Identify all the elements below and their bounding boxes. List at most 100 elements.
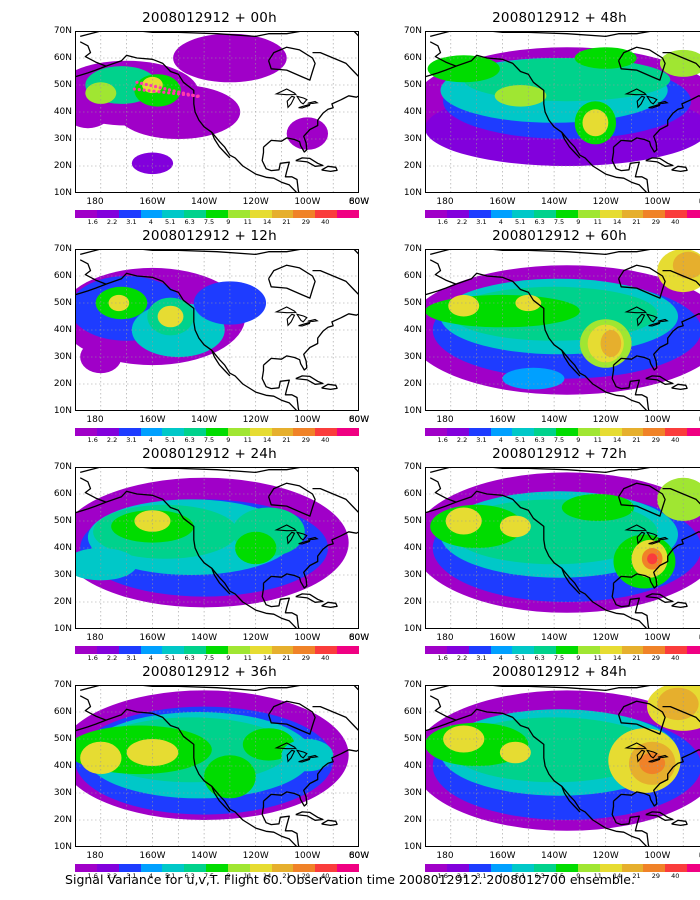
lon-tick-label: 60W [348,633,370,643]
variance-contour [157,305,184,328]
coastline [79,259,298,411]
coastline [75,501,107,514]
coastline [613,531,700,589]
coastline [312,51,359,78]
colorbar-swatch [512,646,535,654]
lon-tick-label: 140W [541,633,568,643]
variance-map [75,467,359,629]
colorbar [75,646,359,654]
lon-tick-label: 120W [242,197,269,207]
coastline [613,313,700,371]
lat-tick-label: 50N [53,516,72,526]
colorbar-swatch [315,646,338,654]
lon-tick-label: 140W [191,415,218,425]
variance-map [425,249,700,411]
lon-tick-label: 100W [644,851,671,861]
colorbar-swatch [271,428,294,436]
lake-outline [307,536,319,540]
flight-track-point [191,93,195,98]
lat-tick-label: 10N [403,624,422,634]
lat-tick-label: 40N [53,325,72,335]
lake-outline [295,313,308,323]
colorbar-swatch [337,428,359,436]
lat-tick-label: 10N [53,406,72,416]
lake-outline [286,313,296,327]
lon-tick-label: 80W [699,416,700,425]
colorbar-label: 29 [301,654,311,662]
colorbar-swatch [556,428,578,436]
lon-tick-label: 60W [699,852,700,861]
colorbar-label: 1.6 [87,436,98,444]
colorbar-swatch [446,428,469,436]
lake-outline [274,306,297,314]
colorbar-swatch [162,864,185,872]
colorbar-label: 9 [576,872,581,880]
coastline [267,46,316,81]
colorbar-swatch [206,428,228,436]
colorbar-label: 6.3 [184,654,195,662]
colorbar-swatch [665,864,688,872]
coastline [312,705,359,732]
lake-outline [286,95,296,109]
coastline [611,365,650,411]
coastline [263,749,359,807]
map-panel: 2008012912 + 36h 70N 60N 50N 40N 30N 20N 10N 180… [42,662,377,880]
lake-outline [645,95,658,105]
coastline [425,719,457,732]
variance-contour [515,294,542,312]
colorbar-label: 7.5 [203,654,215,662]
colorbar-swatch [643,864,666,872]
lon-tick-label: 140W [541,415,568,425]
variance-contour [445,507,482,535]
colorbar-swatch [227,864,250,872]
variance-contour [173,33,287,83]
lat-tick-label: 50N [403,298,422,308]
lake-outline [307,100,319,104]
lat-tick-label: 30N [403,788,422,798]
map-frame [75,467,359,629]
colorbar-label: 40 [321,436,330,444]
colorbar-swatch [599,210,622,218]
coastline [321,819,338,827]
colorbar-swatch [621,428,644,436]
colorbar-swatch [534,210,557,218]
map-panel: 2008012912 + 24h 70N 60N 50N 40N 30N 20N 10N 180… [42,444,377,662]
colorbar-label: 6.3 [534,218,545,226]
coastline [617,264,666,299]
lat-tick-label: 10N [53,842,72,852]
colorbar-swatch [271,864,294,872]
flight-track-point [153,85,158,89]
colorbar-swatch [621,210,644,218]
colorbar-label: 14 [263,872,272,880]
colorbar-swatch [687,428,700,436]
lon-tick-label: 60W [348,851,370,861]
colorbar-label: 2.2 [456,436,468,444]
colorbar-label: 2.2 [456,218,468,226]
coastline [611,801,650,847]
lat-tick-label: 40N [53,761,72,771]
colorbar-label: 2.2 [106,654,118,662]
lat-tick-label: 10N [53,188,72,198]
colorbar-label: 1.6 [87,218,98,226]
lon-tick-label: 120W [242,415,269,425]
map-frame [425,249,700,411]
colorbar-label: 21 [632,872,641,880]
flight-track-point [181,92,186,97]
colorbar-label: 40 [321,654,330,662]
colorbar-label: 7.5 [553,436,565,444]
lon-tick-label: 60W [699,198,700,207]
lat-tick-label: 20N [53,597,72,607]
lat-tick-label: 60N [403,707,422,717]
map-frame [75,249,359,411]
lon-tick-label: 100W [294,415,321,425]
colorbar-swatch [96,210,119,218]
colorbar-swatch [96,864,119,872]
colorbar-label: 14 [613,436,622,444]
colorbar-swatch [534,428,557,436]
variance-map [75,685,359,847]
coastline [617,700,666,735]
map-panel: 2008012912 + 12h 70N 60N 50N 40N 30N 20N 10N 180… [42,226,377,444]
coastline [261,147,300,193]
coastline [263,95,359,153]
lon-tick-label: 160W [489,415,516,425]
